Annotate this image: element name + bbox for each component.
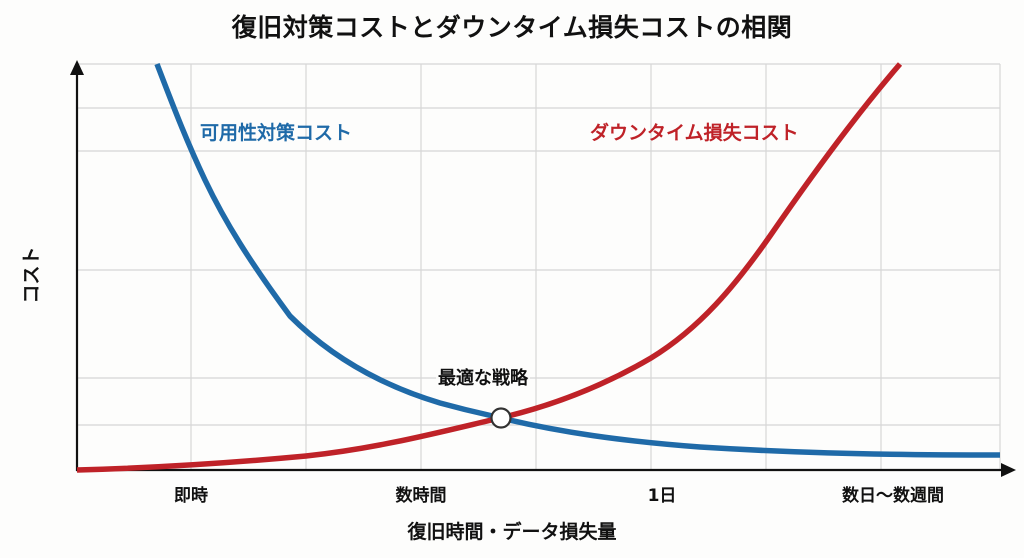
x-tick-instant: 即時 bbox=[174, 486, 208, 506]
x-axis-arrow-icon bbox=[1001, 463, 1016, 477]
downtime-loss-curve bbox=[76, 62, 903, 473]
downtime-loss-label: ダウンタイム損失コスト bbox=[590, 122, 799, 144]
optimal-strategy-annotation: 最適な戦略 bbox=[436, 364, 530, 390]
grid-lines bbox=[77, 63, 1001, 470]
x-tick-days-weeks: 数日〜数週間 bbox=[842, 486, 944, 506]
x-axis-label: 復旧時間・データ損失量 bbox=[407, 521, 617, 543]
x-tick-one-day: 1日 bbox=[647, 486, 677, 506]
y-axis-arrow-icon bbox=[70, 60, 84, 75]
chart-title: 復旧対策コストとダウンタイム損失コストの相関 bbox=[231, 13, 793, 42]
axes bbox=[75, 72, 1006, 472]
y-axis-label: コスト bbox=[20, 246, 43, 304]
x-tick-hours: 数時間 bbox=[395, 486, 447, 506]
availability-cost-label: 可用性対策コスト bbox=[200, 122, 353, 144]
optimal-point-marker bbox=[490, 407, 512, 429]
availability-cost-curve bbox=[154, 63, 1001, 458]
